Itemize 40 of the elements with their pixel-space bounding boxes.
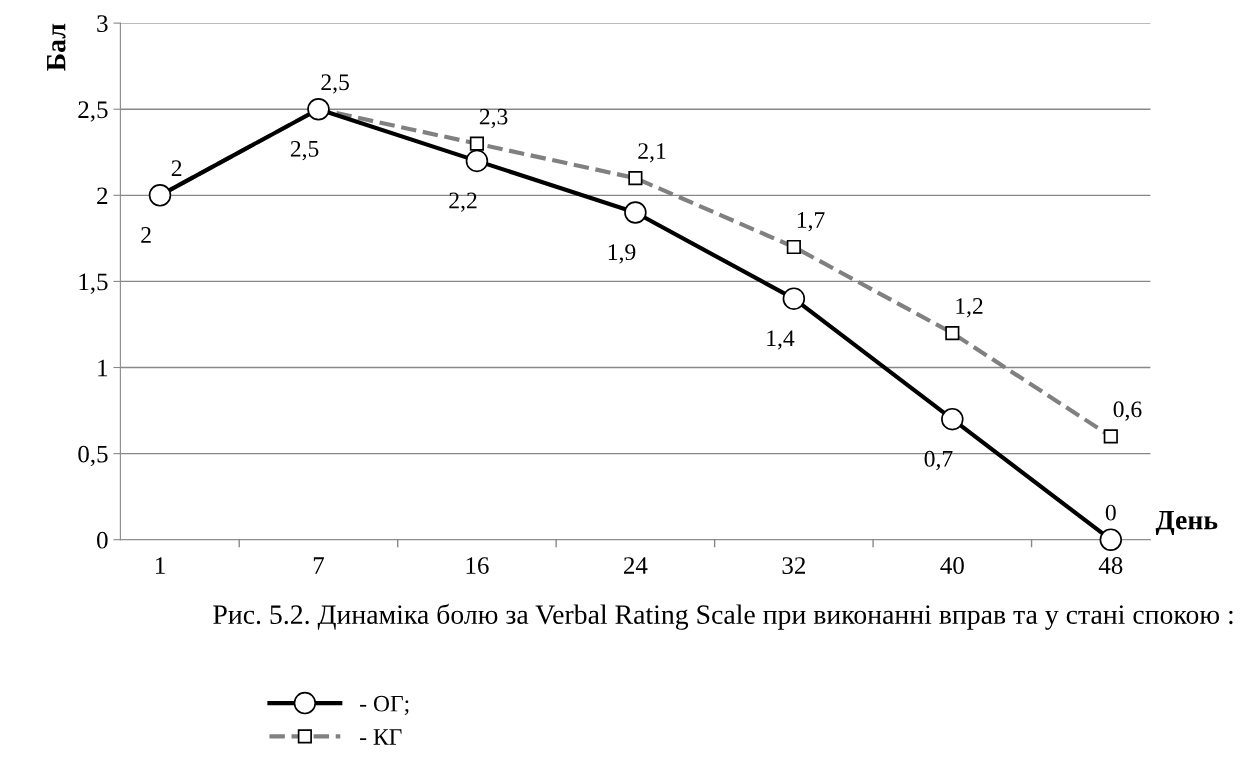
y-tick-label: 2,5	[78, 101, 108, 122]
point	[465, 149, 489, 173]
point	[1099, 528, 1123, 551]
y-tick-label: 1	[98, 359, 108, 377]
text: Рис. 5.2. Динаміка болю за Verbal Rating Scale при виконанні вправ та у стані спокою :	[213, 603, 1233, 630]
x-axis-title: День	[1155, 510, 1218, 536]
x-tick-label: 16	[466, 557, 489, 574]
data-label: 1,9	[608, 244, 636, 264]
data-label: 2,5	[321, 74, 349, 94]
point	[307, 97, 330, 121]
x-tick-label: 48	[1098, 557, 1123, 574]
data-label: 1,7	[797, 212, 825, 232]
x-tick-label: 40	[940, 557, 964, 574]
data-label: 2,2	[449, 192, 477, 212]
point	[782, 287, 806, 310]
point	[941, 407, 964, 431]
legend-label: - КГ	[360, 729, 402, 745]
legend-label: - ОГ;	[360, 695, 409, 715]
data-label: 2,5	[290, 140, 319, 161]
data-label: 2	[171, 160, 182, 176]
y-tick-label: 0,5	[78, 445, 108, 467]
data-label: 0,7	[924, 450, 953, 471]
data-label: 2,1	[638, 143, 666, 163]
data-label: 0,6	[1113, 401, 1142, 421]
x-tick-label: 24	[623, 557, 648, 574]
data-label: 1,2	[956, 298, 983, 318]
x-tick-label: 1	[155, 557, 165, 574]
y-tick-label: 3	[97, 15, 108, 33]
data-label: 2	[141, 227, 151, 243]
data-label: 1,4	[767, 330, 795, 350]
y-tick-label: 1,5	[79, 273, 108, 294]
y-tick-label: 2	[97, 187, 108, 204]
x-tick-label: 32	[782, 557, 805, 574]
x-tick-label: 7	[313, 557, 324, 574]
point	[148, 184, 172, 207]
data-label: 0	[1105, 504, 1116, 521]
y-tick-label: 0	[97, 531, 108, 549]
data-label: 2,3	[479, 108, 508, 128]
point	[624, 201, 647, 224]
y-axis-title: Бал	[47, 23, 66, 71]
